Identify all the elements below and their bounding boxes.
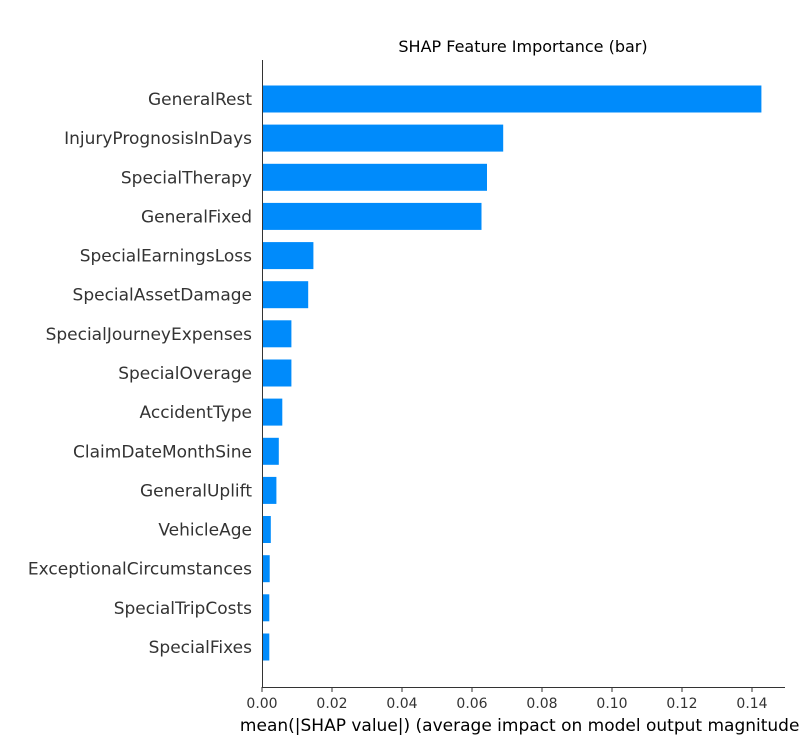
- feature-label-InjuryPrognosisInDays: InjuryPrognosisInDays: [64, 129, 252, 149]
- x-tick-label: 0.08: [526, 696, 557, 712]
- x-ticks-group: 0.00 0.02 0.04 0.06 0.08 0.10 0.12 0.14: [246, 687, 768, 712]
- bar-VehicleAge: [262, 516, 271, 543]
- feature-label-ExceptionalCircumstances: ExceptionalCircumstances: [28, 560, 252, 580]
- bar-GeneralUplift: [262, 476, 277, 504]
- feature-label-SpecialAssetDamage: SpecialAssetDamage: [73, 286, 252, 306]
- bar-ClaimDateMonthSine: [262, 437, 279, 465]
- feature-labels-group: GeneralRest InjuryPrognosisInDays SpecialT…: [28, 90, 252, 658]
- feature-label-GeneralUplift: GeneralUplift: [140, 481, 252, 501]
- bar-ExceptionalCircumstances: [262, 555, 270, 583]
- feature-label-VehicleAge: VehicleAge: [158, 521, 252, 541]
- feature-label-ClaimDateMonthSine: ClaimDateMonthSine: [73, 442, 252, 462]
- bar-SpecialTherapy: [262, 163, 487, 191]
- feature-label-SpecialTripCosts: SpecialTripCosts: [114, 599, 252, 619]
- x-tick-label: 0.00: [246, 696, 277, 712]
- bars-group: [262, 85, 762, 661]
- bar-SpecialEarningsLoss: [262, 242, 314, 270]
- bar-AccidentType: [262, 398, 283, 426]
- feature-label-SpecialJourneyExpenses: SpecialJourneyExpenses: [46, 325, 253, 345]
- bar-SpecialFixes: [262, 633, 270, 661]
- feature-label-SpecialEarningsLoss: SpecialEarningsLoss: [80, 247, 252, 267]
- feature-label-SpecialFixes: SpecialFixes: [149, 638, 253, 658]
- bar-GeneralFixed: [262, 202, 482, 230]
- bar-SpecialTripCosts: [262, 594, 270, 622]
- x-tick-label: 0.06: [456, 696, 487, 712]
- x-tick-label: 0.14: [736, 696, 767, 712]
- bar-SpecialOverage: [262, 359, 292, 387]
- x-axis-label: mean(|SHAP value|) (average impact on mo…: [240, 716, 800, 736]
- chart-title: SHAP Feature Importance (bar): [398, 37, 647, 56]
- feature-label-GeneralFixed: GeneralFixed: [141, 207, 252, 227]
- x-tick-label: 0.10: [596, 696, 627, 712]
- x-tick-label: 0.02: [316, 696, 347, 712]
- feature-label-AccidentType: AccidentType: [140, 403, 252, 423]
- feature-label-GeneralRest: GeneralRest: [148, 90, 252, 110]
- feature-label-SpecialTherapy: SpecialTherapy: [121, 168, 252, 188]
- bar-SpecialJourneyExpenses: [262, 320, 292, 348]
- bar-GeneralRest: [262, 85, 762, 113]
- bar-SpecialAssetDamage: [262, 281, 309, 309]
- feature-label-SpecialOverage: SpecialOverage: [118, 364, 252, 384]
- bar-InjuryPrognosisInDays: [262, 124, 504, 152]
- x-tick-label: 0.04: [386, 696, 417, 712]
- x-tick-label: 0.12: [666, 696, 697, 712]
